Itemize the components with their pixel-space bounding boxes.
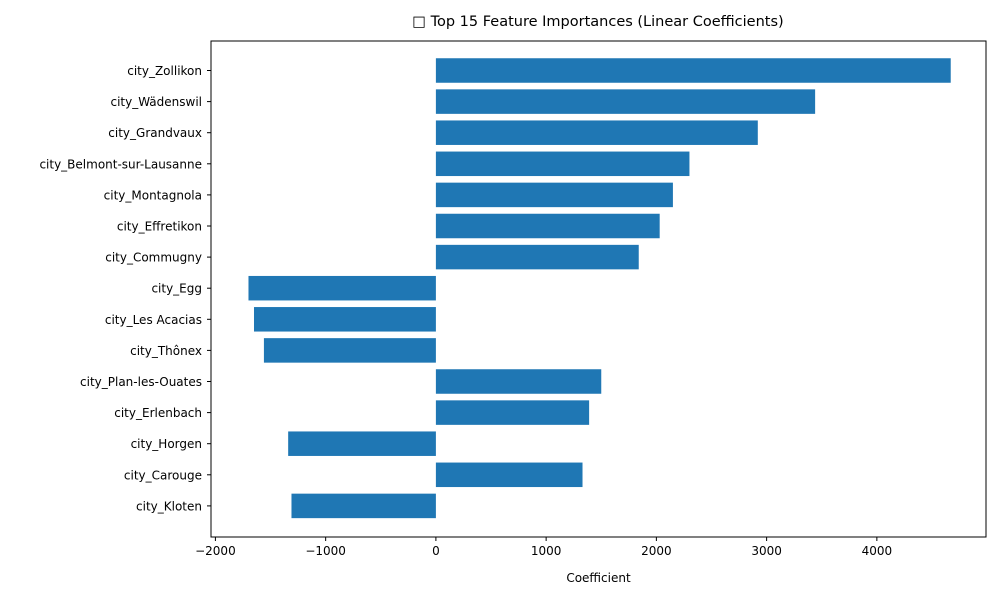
bar-14 — [435, 462, 583, 488]
bar-7 — [435, 244, 639, 270]
x-axis-label: Coefficient — [566, 571, 631, 585]
y-tick-label: city_Kloten — [136, 499, 202, 513]
bars-layer — [248, 58, 951, 519]
x-tick-label: 0 — [432, 544, 440, 558]
y-tick-label: city_Plan-les-Ouates — [80, 375, 202, 389]
bar-6 — [435, 213, 660, 239]
bar-5 — [435, 182, 673, 208]
bar-8 — [248, 275, 436, 301]
plot-frame — [210, 40, 987, 538]
y-tick-label: city_Les Acacias — [105, 313, 202, 327]
y-tick-label: city_Commugny — [105, 251, 202, 265]
chart-title: □ Top 15 Feature Importances (Linear Coe… — [412, 14, 783, 30]
y-tick-label: city_Wädenswil — [110, 95, 202, 109]
bar-10 — [263, 338, 436, 363]
y-tick-label: city_Thônex — [130, 344, 202, 358]
bar-2 — [435, 89, 816, 114]
x-tick-label: 4000 — [862, 544, 893, 558]
x-tick-label: 1000 — [531, 544, 562, 558]
y-tick-label: city_Zollikon — [127, 64, 202, 78]
bar-4 — [435, 151, 690, 177]
y-tick-label: city_Grandvaux — [108, 126, 202, 140]
bar-13 — [288, 431, 436, 456]
bar-1 — [435, 58, 951, 83]
y-tick-label: city_Horgen — [131, 437, 202, 451]
y-tick-label: city_Belmont-sur-Lausanne — [39, 157, 202, 171]
x-tick-label: 3000 — [751, 544, 782, 558]
x-tick-label: 2000 — [641, 544, 672, 558]
chart-title-icon: □ — [412, 14, 426, 30]
bar-15 — [291, 493, 436, 519]
x-axis: −2000 −1000 0 1000 2000 3000 4000 — [195, 537, 892, 558]
bar-12 — [435, 400, 590, 425]
chart-title-main: Top 15 Feature Importances (Linear Coeff… — [430, 14, 784, 30]
y-tick-label: city_Montagnola — [104, 188, 202, 202]
bar-3 — [435, 120, 758, 145]
x-tick-label: −1000 — [305, 544, 346, 558]
y-tick-label: city_Carouge — [124, 468, 202, 482]
y-tick-label: city_Erlenbach — [114, 406, 202, 420]
bar-11 — [435, 369, 602, 394]
y-tick-label: city_Egg — [151, 282, 202, 296]
y-axis: city_Zollikon city_Wädenswil city_Grandvau… — [39, 64, 211, 513]
y-tick-label: city_Effretikon — [117, 220, 202, 234]
bar-9 — [253, 307, 436, 332]
x-tick-label: −2000 — [195, 544, 236, 558]
